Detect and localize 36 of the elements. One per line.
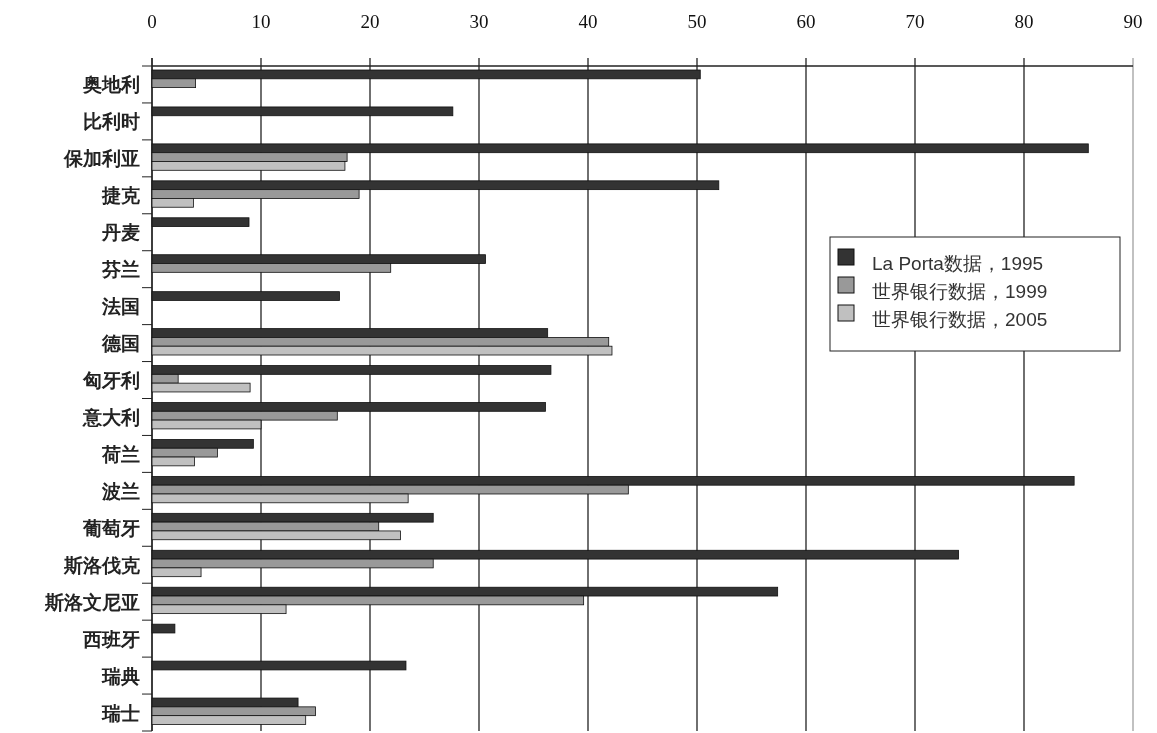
legend-label: 世界银行数据，1999 <box>872 281 1048 302</box>
x-tick-label: 90 <box>1123 11 1143 32</box>
y-tick-label: 丹麦 <box>101 222 140 244</box>
y-tick-label: 斯洛伐克 <box>63 554 140 576</box>
x-tick-label: 40 <box>578 11 598 32</box>
y-tick-label: 保加利亚 <box>63 148 140 170</box>
bar <box>151 623 176 634</box>
y-tick-label: 奥地利 <box>82 74 140 96</box>
y-tick-label: 瑞士 <box>101 702 140 724</box>
x-tick-label: 30 <box>469 11 489 32</box>
y-tick-label: 斯洛文尼亚 <box>44 591 140 613</box>
y-tick-label: 葡萄牙 <box>82 517 140 539</box>
y-tick-label: 芬兰 <box>101 259 140 281</box>
y-tick-label: 波兰 <box>101 480 140 502</box>
bar <box>151 217 250 227</box>
x-tick-label: 10 <box>251 11 271 32</box>
bar <box>151 106 454 117</box>
y-tick-label: 意大利 <box>82 406 140 428</box>
legend-label: 世界银行数据，2005 <box>872 309 1048 330</box>
y-tick-label: 西班牙 <box>82 628 140 650</box>
legend-label: La Porta数据，1995 <box>872 253 1044 274</box>
y-tick-label: 比利时 <box>83 111 140 133</box>
x-tick-label: 50 <box>687 11 707 32</box>
y-tick-label: 匈牙利 <box>82 370 140 392</box>
x-tick-label: 20 <box>360 11 380 32</box>
y-tick-label: 荷兰 <box>101 443 140 465</box>
x-tick-label: 0 <box>147 11 157 32</box>
bar <box>151 291 340 301</box>
y-tick-label: 法国 <box>101 296 140 318</box>
y-tick-label: 瑞典 <box>101 665 140 687</box>
x-tick-label: 60 <box>796 11 816 32</box>
y-tick-label: 德国 <box>101 333 140 355</box>
x-tick-label: 70 <box>905 11 925 32</box>
x-tick-label: 80 <box>1014 11 1034 32</box>
y-tick-label: 捷克 <box>101 185 140 207</box>
bar <box>151 660 407 671</box>
